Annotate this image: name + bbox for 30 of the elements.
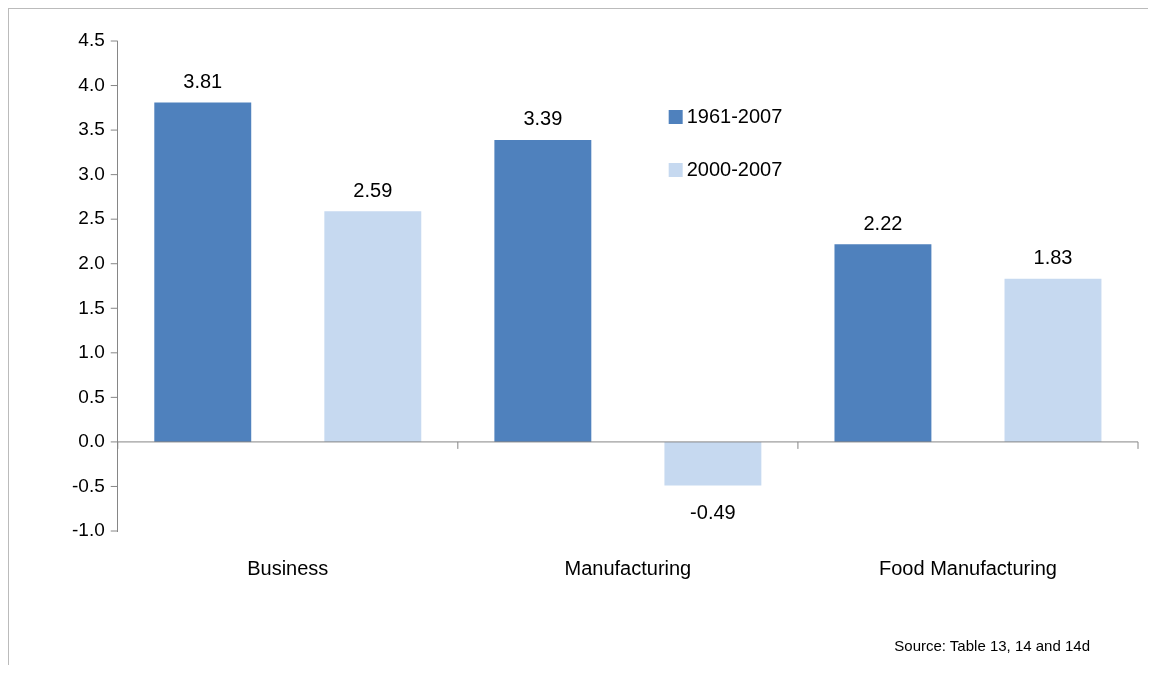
data-label: 3.81	[183, 69, 223, 92]
y-tick-label: -1.0	[71, 519, 105, 541]
y-tick-label: 0.0	[78, 430, 105, 452]
bar	[494, 139, 592, 442]
bar	[324, 211, 422, 442]
data-label: 2.22	[863, 211, 903, 234]
x-tick-label: Food Manufacturing	[879, 556, 1057, 579]
data-label: 1.83	[1033, 246, 1073, 269]
bar	[154, 102, 252, 442]
y-tick-label: 4.5	[78, 29, 105, 51]
data-label: -0.49	[690, 501, 736, 524]
y-tick-label: 1.0	[78, 341, 105, 363]
bar	[664, 441, 762, 486]
source-note: Source: Table 13, 14 and 14d	[894, 637, 1090, 655]
y-tick-label: -0.5	[71, 474, 105, 496]
data-label: 2.59	[353, 178, 393, 201]
y-tick-label: 4.0	[78, 73, 105, 95]
y-tick-label: 2.5	[78, 207, 105, 229]
y-tick-label: 3.5	[78, 118, 105, 140]
y-tick-label: 1.5	[78, 296, 105, 318]
data-label: 3.39	[523, 107, 563, 130]
y-tick-label: 2.0	[78, 251, 105, 273]
x-tick-label: Manufacturing	[564, 556, 692, 579]
legend-label: 1961-2007	[686, 104, 783, 127]
bar	[1004, 278, 1102, 442]
y-tick-label: 0.5	[78, 385, 105, 407]
y-tick-label: 3.0	[78, 162, 105, 184]
bar	[834, 244, 932, 442]
legend-label: 2000-2007	[686, 157, 783, 180]
x-tick-label: Business	[247, 556, 329, 579]
